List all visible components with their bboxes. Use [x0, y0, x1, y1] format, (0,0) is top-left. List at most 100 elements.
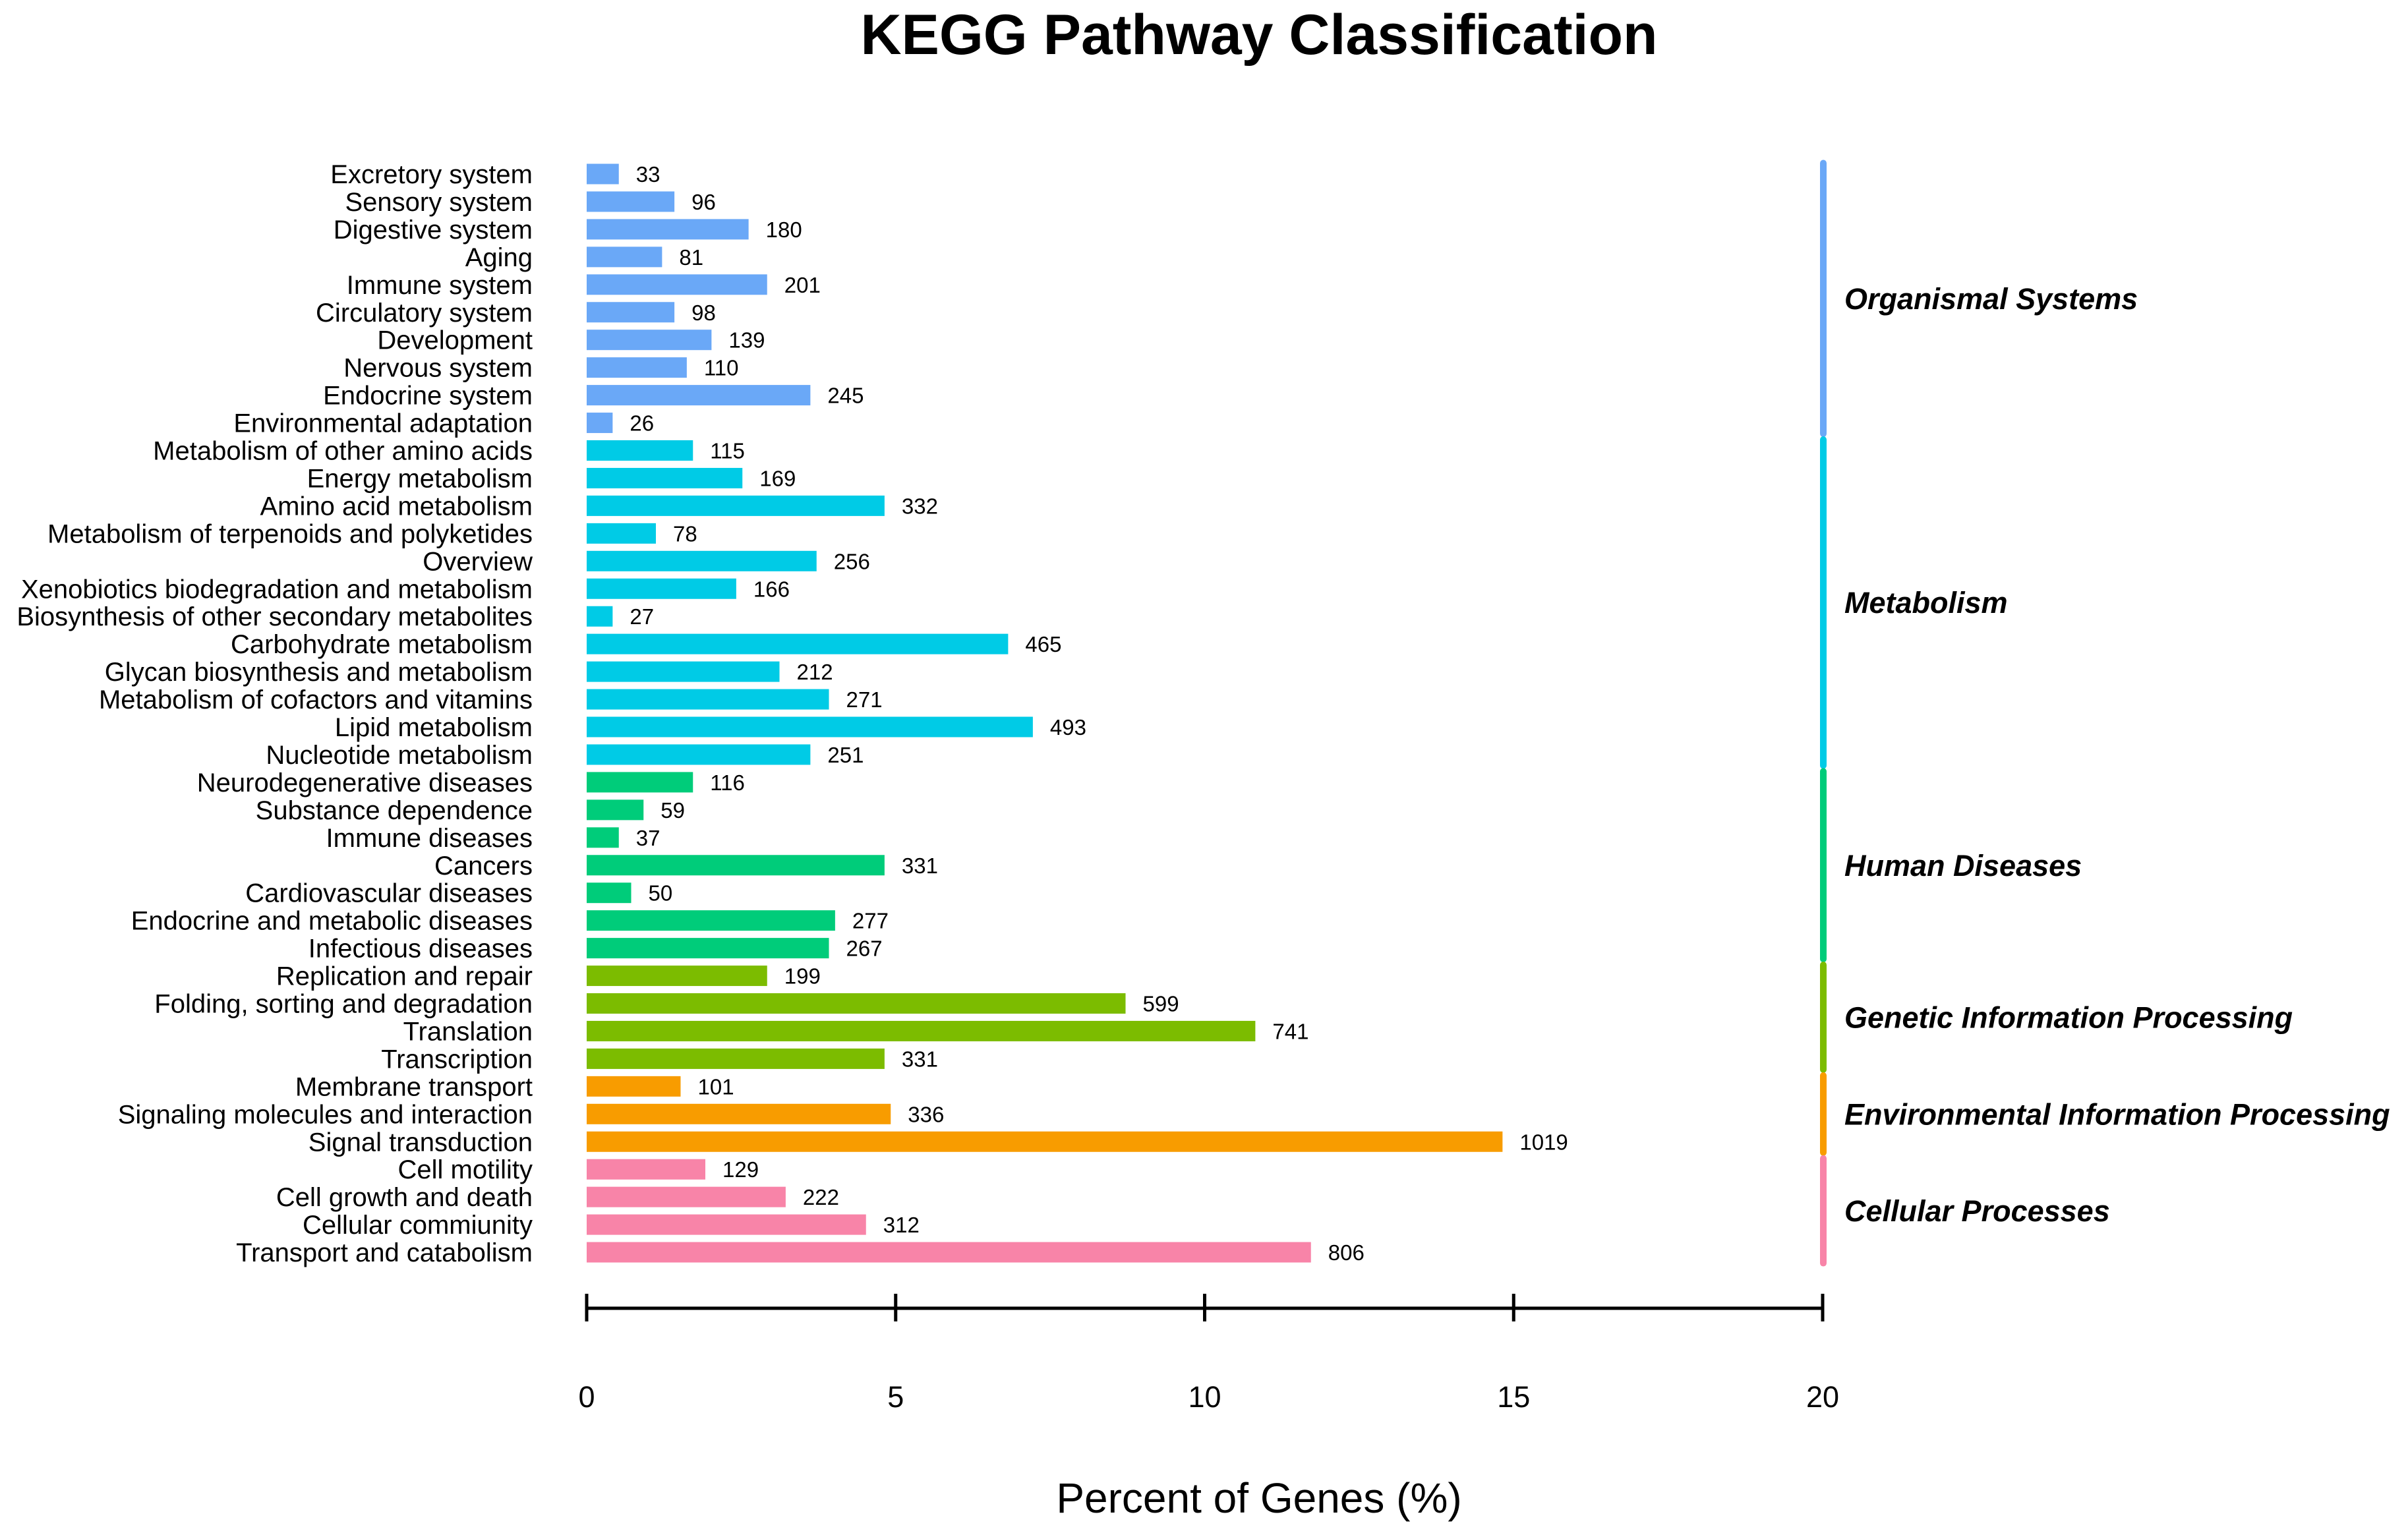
- value-label: 59: [661, 798, 685, 823]
- category-label: Metabolism of terpenoids and polyketides: [47, 519, 533, 548]
- bar: [587, 772, 693, 793]
- category-label: Transport and catabolism: [236, 1238, 533, 1267]
- category-label: Infectious diseases: [308, 935, 533, 964]
- x-tick-label: 20: [1806, 1380, 1839, 1414]
- category-label: Membrane transport: [295, 1072, 533, 1101]
- bar: [587, 578, 736, 599]
- bar: [587, 495, 885, 516]
- category-label: Immune diseases: [326, 824, 533, 853]
- bar: [587, 689, 829, 710]
- category-label: Nervous system: [343, 354, 533, 383]
- value-label: 169: [759, 466, 796, 490]
- x-tick-label: 10: [1188, 1380, 1221, 1414]
- category-label: Substance dependence: [256, 796, 533, 825]
- bar: [587, 330, 712, 351]
- bar: [587, 910, 835, 931]
- category-label: Environmental adaptation: [233, 409, 533, 438]
- x-tick-label: 5: [887, 1380, 904, 1414]
- category-label: Digestive system: [334, 216, 533, 245]
- bar: [587, 827, 619, 848]
- category-label: Nucleotide metabolism: [266, 741, 533, 770]
- value-label: 78: [673, 521, 697, 546]
- category-label: Metabolism of cofactors and vitamins: [99, 685, 533, 714]
- bar: [587, 191, 675, 212]
- bar: [587, 1131, 1503, 1152]
- category-label: Translation: [403, 1017, 533, 1046]
- bar: [587, 246, 662, 268]
- category-label: Xenobiotics biodegradation and metabolis…: [21, 575, 533, 604]
- x-axis-title: Percent of Genes (%): [1056, 1474, 1461, 1522]
- bar: [587, 993, 1126, 1014]
- category-label: Carbohydrate metabolism: [231, 630, 533, 659]
- bar: [587, 1020, 1256, 1041]
- x-axis: 0 5 10 15 20: [578, 1294, 1839, 1414]
- group-label: Environmental Information Processing: [1844, 1097, 2390, 1131]
- value-label: 267: [846, 937, 883, 961]
- bar: [587, 661, 780, 682]
- bar: [587, 440, 693, 461]
- category-label: Folding, sorting and degradation: [154, 990, 533, 1019]
- bar: [587, 467, 743, 488]
- bar: [587, 716, 1033, 738]
- value-label: 129: [722, 1157, 759, 1182]
- value-label: 256: [834, 549, 870, 573]
- group-label: Cellular Processes: [1844, 1194, 2110, 1228]
- category-label: Cell motility: [398, 1155, 533, 1184]
- bar: [587, 523, 656, 544]
- bar: [587, 633, 1009, 654]
- category-label: Energy metabolism: [307, 464, 533, 493]
- category-label: Development: [377, 326, 533, 355]
- x-tick-label: 0: [578, 1380, 595, 1414]
- bar: [587, 606, 613, 627]
- category-label: Cancers: [434, 852, 533, 881]
- category-label: Neurodegenerative diseases: [197, 768, 533, 797]
- group-label: Human Diseases: [1844, 849, 2082, 882]
- category-label: Transcription: [381, 1045, 533, 1074]
- value-label: 96: [691, 190, 716, 214]
- value-label: 251: [827, 743, 864, 767]
- value-label: 245: [827, 384, 864, 408]
- value-label: 741: [1272, 1019, 1308, 1043]
- group-label: Metabolism: [1844, 586, 2008, 620]
- bar: [587, 219, 749, 240]
- chart-title: KEGG Pathway Classification: [860, 3, 1657, 67]
- value-label: 199: [784, 964, 821, 989]
- category-label: Cellular commiunity: [303, 1211, 533, 1240]
- category-label: Metabolism of other amino acids: [153, 437, 533, 466]
- category-label: Endocrine and metabolic diseases: [131, 907, 533, 936]
- value-label: 336: [908, 1102, 944, 1126]
- value-label: 271: [846, 687, 883, 712]
- category-label: Aging: [465, 243, 533, 272]
- value-label: 101: [698, 1074, 734, 1099]
- bar: [587, 1159, 705, 1180]
- category-label: Circulatory system: [316, 299, 533, 328]
- bar: [587, 966, 767, 987]
- category-label: Sensory system: [345, 188, 533, 217]
- value-label: 201: [784, 273, 821, 297]
- bar: [587, 882, 631, 904]
- category-label: Cardiovascular diseases: [245, 879, 533, 908]
- value-label: 312: [883, 1213, 920, 1237]
- value-label: 599: [1143, 992, 1179, 1016]
- value-label: 806: [1328, 1240, 1365, 1265]
- category-label: Overview: [423, 547, 533, 576]
- group-label: Genetic Information Processing: [1844, 1000, 2293, 1034]
- category-label: Immune system: [347, 271, 533, 300]
- value-label: 222: [803, 1185, 839, 1209]
- value-label: 110: [704, 356, 739, 380]
- value-label: 115: [710, 439, 745, 463]
- bars-layer: Excretory system 33 Sensory system 96 Digest…: [16, 160, 1568, 1267]
- value-label: 98: [691, 301, 716, 325]
- bar: [587, 385, 811, 406]
- value-label: 26: [630, 411, 654, 436]
- value-label: 27: [630, 604, 654, 629]
- value-label: 331: [902, 1047, 938, 1071]
- value-label: 277: [852, 909, 889, 933]
- category-label: Endocrine system: [323, 382, 533, 411]
- bar: [587, 938, 829, 959]
- bar: [587, 1048, 885, 1069]
- bar: [587, 413, 613, 434]
- category-label: Glycan biosynthesis and metabolism: [105, 658, 533, 687]
- bar: [587, 550, 817, 571]
- x-tick-label: 15: [1497, 1380, 1530, 1414]
